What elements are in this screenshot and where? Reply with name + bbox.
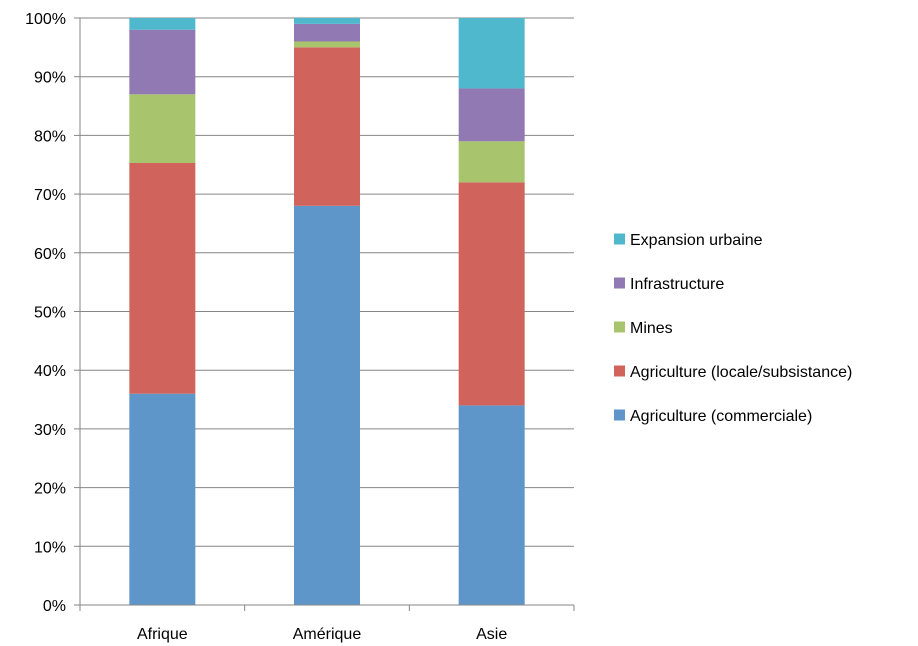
bar-segment-amérique-4	[294, 18, 360, 24]
legend-item: Mines	[614, 320, 673, 337]
bar-segment-asie-0	[458, 405, 525, 605]
legend-swatch	[614, 365, 625, 377]
bar-segment-amérique-1	[294, 47, 360, 206]
y-tick-label: 90%	[34, 70, 66, 87]
bar-segment-amérique-0	[294, 205, 360, 605]
legend-label: Expansion urbaine	[630, 232, 763, 249]
bar-segment-afrique-2	[129, 94, 196, 163]
bar-segment-afrique-4	[129, 18, 196, 30]
legend-label: Agriculture (commerciale)	[630, 408, 812, 425]
bar-segment-asie-2	[458, 141, 525, 183]
x-category-label: Asie	[476, 626, 507, 643]
x-category-label: Amérique	[293, 626, 362, 643]
legend-swatch	[614, 233, 625, 245]
legend-item: Expansion urbaine	[614, 232, 763, 249]
legend-swatch	[614, 409, 625, 421]
legend-item: Agriculture (locale/subsistance)	[614, 364, 852, 381]
bar-segment-amérique-3	[294, 23, 360, 42]
bar-segment-afrique-0	[129, 393, 196, 605]
x-axis-category-labels: Afrique Amérique Asie	[137, 626, 507, 643]
legend-label: Agriculture (locale/subsistance)	[630, 364, 852, 381]
legend: Expansion urbaine Infrastructure Mines Agri…	[614, 232, 852, 425]
bar-segment-asie-1	[458, 182, 525, 406]
x-category-label: Afrique	[137, 626, 188, 643]
legend-swatch	[614, 277, 625, 289]
y-tick-label: 50%	[34, 305, 66, 322]
legend-swatch	[614, 321, 625, 333]
y-tick-label: 0%	[43, 598, 66, 615]
legend-item: Infrastructure	[614, 276, 724, 293]
y-tick-label: 80%	[34, 128, 66, 145]
bar-segment-amérique-2	[294, 41, 360, 48]
y-tick-label: 100%	[25, 11, 66, 28]
bar-segment-asie-3	[458, 88, 525, 142]
y-tick-label: 10%	[34, 539, 66, 556]
y-tick-label: 70%	[34, 187, 66, 204]
bar-segment-afrique-1	[129, 162, 196, 394]
bar-segment-afrique-3	[129, 29, 196, 95]
y-tick-label: 40%	[34, 363, 66, 380]
legend-item: Agriculture (commerciale)	[614, 408, 812, 425]
bar-segment-asie-4	[458, 18, 525, 89]
y-axis-tick-labels: 0% 10% 20% 30% 40% 50% 60% 70% 80% 90% 100%	[25, 11, 66, 615]
y-tick-label: 20%	[34, 481, 66, 498]
y-tick-label: 60%	[34, 246, 66, 263]
legend-label: Mines	[630, 320, 673, 337]
y-tick-label: 30%	[34, 422, 66, 439]
legend-label: Infrastructure	[630, 276, 724, 293]
bar-stacks	[129, 18, 525, 605]
axes	[74, 17, 575, 611]
